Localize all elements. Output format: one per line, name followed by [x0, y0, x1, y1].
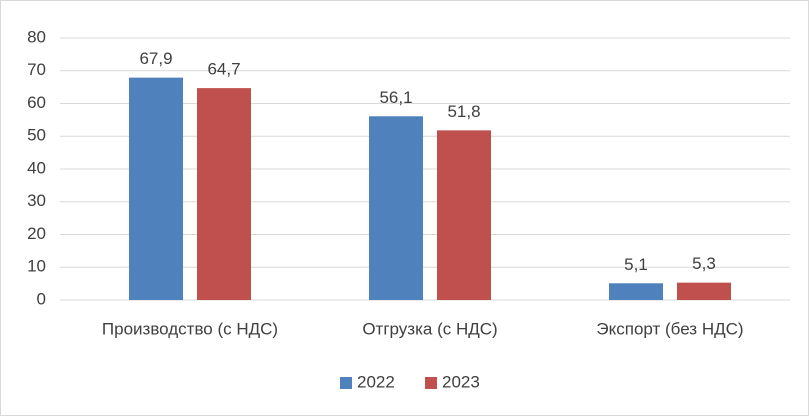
y-tick-label: 10: [27, 257, 46, 276]
bar: [609, 283, 663, 300]
x-tick-label: Производство (с НДС): [102, 319, 278, 338]
bar: [129, 77, 183, 300]
legend-swatch: [340, 377, 352, 389]
bar: [369, 116, 423, 301]
bar: [437, 130, 491, 300]
legend-label: 2022: [357, 372, 395, 391]
legend-swatch: [425, 377, 437, 389]
bar: [197, 88, 251, 300]
data-label: 5,3: [692, 254, 716, 273]
y-tick-label: 30: [27, 191, 46, 210]
data-label: 5,1: [624, 255, 648, 274]
y-tick-label: 0: [37, 289, 46, 308]
legend-label: 2023: [442, 372, 480, 391]
x-tick-label: Экспорт (без НДС): [596, 319, 743, 338]
y-tick-label: 60: [27, 93, 46, 112]
y-tick-label: 40: [27, 158, 46, 177]
y-tick-label: 20: [27, 224, 46, 243]
y-tick-label: 70: [27, 60, 46, 79]
data-label: 56,1: [379, 88, 412, 107]
data-label: 51,8: [447, 102, 480, 121]
y-tick-label: 50: [27, 126, 46, 145]
x-tick-label: Отгрузка (с НДС): [362, 319, 497, 338]
data-label: 67,9: [139, 49, 172, 68]
bar: [677, 282, 731, 300]
data-label: 64,7: [207, 60, 240, 79]
y-tick-label: 80: [27, 27, 46, 46]
